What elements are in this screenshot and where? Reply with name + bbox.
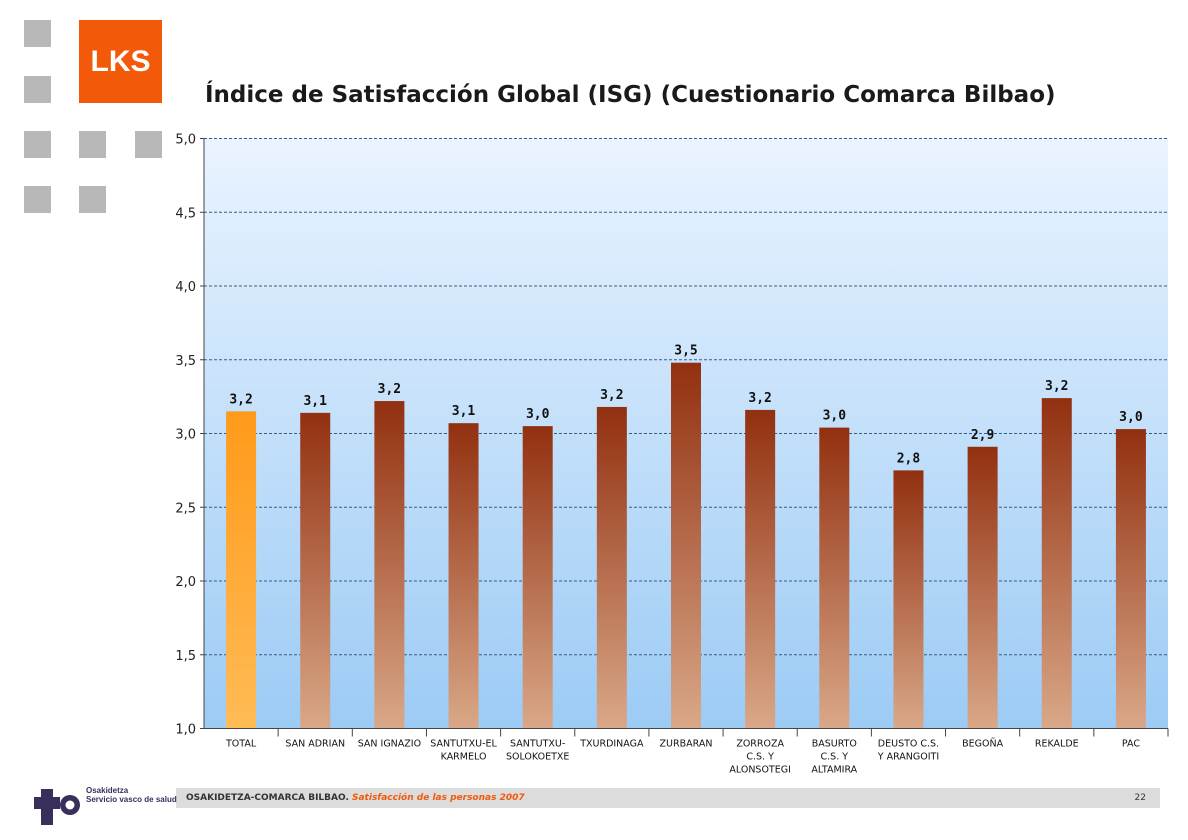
y-tick-label: 2,0 [175, 575, 196, 590]
x-tick-labels: TOTAL SAN ADRIAN SAN IGNAZIO SANTUTXU-EL KAR… [225, 728, 1169, 776]
x-tick-label: SANTUTXU- [510, 739, 565, 750]
x-tick-label: C.S. Y [821, 752, 849, 763]
x-tick-label: KARMELO [441, 752, 487, 763]
bar [1115, 429, 1146, 729]
x-tick-label: SAN IGNAZIO [358, 739, 421, 750]
osakidetza-logo-icon [34, 789, 80, 825]
bar [374, 401, 405, 729]
x-tick-label: BASURTO [812, 739, 857, 750]
bar [893, 470, 924, 729]
x-tick-label: SANTUTXU-EL [430, 739, 497, 750]
y-tick-label: 1,5 [175, 649, 196, 664]
osakidetza-wordmark: Osakidetza Servicio vasco de salud [86, 786, 177, 804]
bar [1041, 398, 1072, 729]
bar [745, 409, 776, 729]
x-tick-label: ZORROZA [736, 739, 784, 750]
bar [448, 423, 479, 729]
bar [300, 412, 331, 729]
data-label: 3,0 [823, 409, 847, 424]
x-tick-label: DEUSTO C.S. [878, 739, 939, 750]
footer-subtitle: Satisfacción de las personas 2007 [352, 793, 525, 803]
data-label: 3,1 [452, 404, 476, 419]
y-tick-label: 3,5 [175, 354, 196, 369]
y-tick-label: 4,5 [175, 206, 196, 221]
decor-square [135, 131, 162, 158]
decor-square [24, 20, 51, 47]
bar [522, 426, 553, 729]
bar [226, 411, 257, 729]
data-label: 3,0 [1119, 410, 1143, 425]
x-tick-label: TXURDINAGA [579, 739, 644, 750]
bars [226, 362, 1146, 729]
x-tick-label: SAN ADRIAN [285, 739, 345, 750]
x-tick-label: TOTAL [225, 739, 257, 750]
data-labels: 3,2 3,1 3,2 3,1 3,0 3,2 3,5 3,2 3,0 2,8 2,9 3,2 3,0 [229, 344, 1142, 467]
data-label: 3,2 [1045, 379, 1068, 394]
lks-logo: LKS [79, 20, 162, 103]
page-number: 22 [1134, 793, 1146, 803]
data-label: 3,2 [378, 382, 401, 397]
x-tick-label: PAC [1122, 739, 1140, 750]
osakidetza-line2: Servicio vasco de salud [86, 795, 177, 804]
footer-bar: OSAKIDETZA-COMARCA BILBAO. Satisfacción … [176, 788, 1160, 808]
footer-org: OSAKIDETZA-COMARCA BILBAO. Satisfacción … [186, 793, 525, 803]
data-label: 2,9 [971, 428, 994, 443]
x-tick-label: ALONSOTEGI [729, 765, 791, 776]
y-tick-label: 5,0 [175, 133, 196, 148]
x-tick-label: ALTAMIRA [811, 765, 857, 776]
bar-chart: 3,2 3,13,23,1 3,03,23,53,23,02,82,93,23,0 … [175, 133, 1169, 776]
bar [671, 362, 701, 729]
data-label: 3,0 [526, 407, 550, 422]
x-tick-label: ZURBARAN [660, 739, 713, 750]
decor-square [24, 76, 51, 103]
data-label: 3,5 [674, 344, 697, 359]
y-tick-label: 1,0 [175, 723, 196, 738]
y-tick-label: 4,0 [175, 280, 196, 295]
y-tick-labels: 1,0 1,5 2,0 2,5 3,0 3,5 4,0 4,5 5,0 [175, 133, 204, 738]
x-tick-label: BEGOÑA [962, 739, 1003, 750]
bar [967, 446, 998, 729]
x-tick-label: SOLOKOETXE [506, 752, 569, 763]
decor-square [79, 186, 106, 213]
x-tick-label: Y ARANGOITI [877, 752, 939, 763]
osakidetza-line1: Osakidetza [86, 786, 129, 795]
page-title: Índice de Satisfacción Global (ISG) (Cue… [205, 82, 1056, 108]
decor-square [24, 131, 51, 158]
decor-square [24, 186, 51, 213]
data-label: 2,8 [897, 451, 921, 466]
bar [596, 406, 627, 729]
bar [819, 427, 850, 729]
y-tick-label: 2,5 [175, 501, 196, 516]
y-tick-label: 3,0 [175, 428, 196, 443]
data-label: 3,1 [303, 394, 327, 409]
x-tick-label: REKALDE [1035, 739, 1079, 750]
data-label: 3,2 [600, 388, 623, 403]
decor-square [79, 131, 106, 158]
data-label: 3,2 [229, 392, 252, 407]
data-label: 3,2 [748, 391, 771, 406]
x-tick-label: C.S. Y [746, 752, 774, 763]
